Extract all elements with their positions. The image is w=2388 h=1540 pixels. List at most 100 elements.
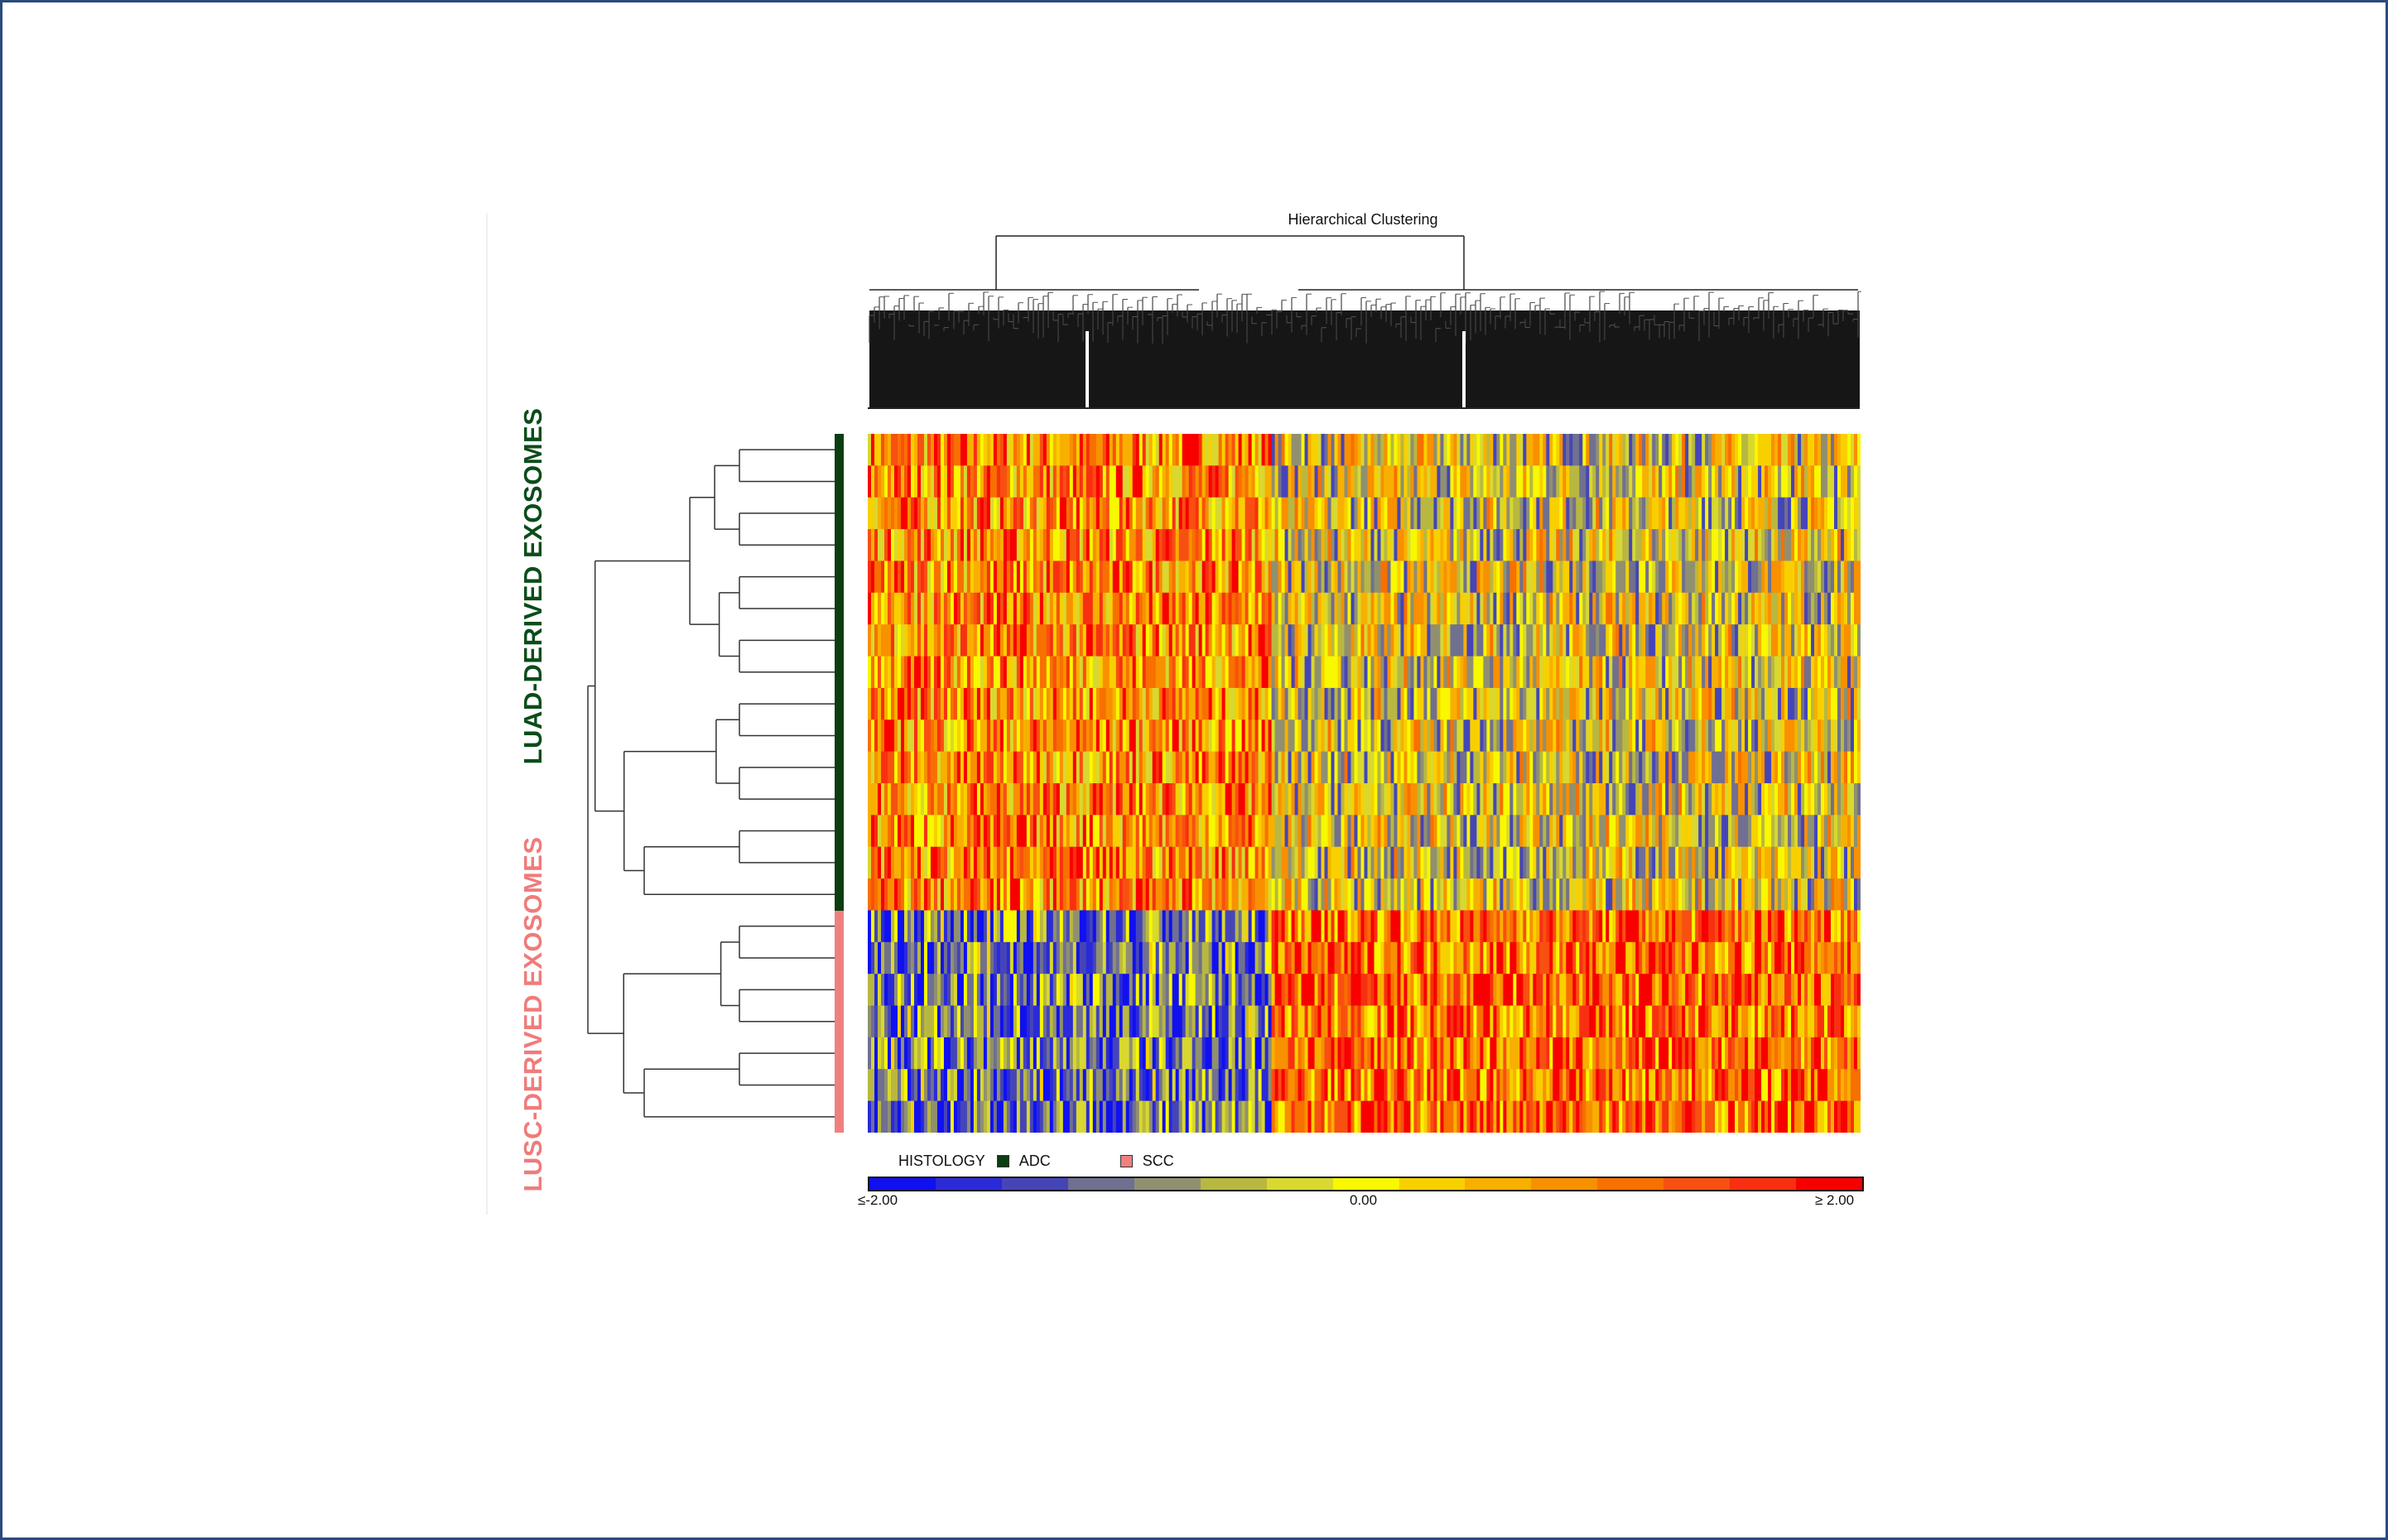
heatmap-cell — [999, 529, 1004, 562]
heatmap-cell — [1172, 529, 1177, 562]
heatmap-cell — [1185, 624, 1190, 657]
heatmap-cell — [1788, 687, 1792, 720]
heatmap-cell — [1500, 687, 1504, 720]
heatmap-cell — [1463, 592, 1467, 625]
heatmap-cell — [1341, 751, 1346, 784]
heatmap-cell — [1794, 434, 1798, 466]
heatmap-cell — [1354, 783, 1359, 816]
heatmap-cell — [1374, 783, 1379, 816]
heatmap-cell — [1178, 624, 1183, 657]
heatmap-cell — [1304, 846, 1309, 879]
heatmap-cell — [1314, 656, 1319, 689]
heatmap-cell — [960, 592, 965, 625]
heatmap-cell — [1301, 592, 1306, 625]
heatmap-cell — [1069, 497, 1074, 530]
heatmap-cell — [1056, 687, 1061, 720]
heatmap-cell — [1837, 751, 1842, 784]
column-dendrogram — [868, 235, 1861, 409]
heatmap-cell — [1841, 434, 1845, 466]
heatmap-cell — [1046, 656, 1051, 689]
heatmap-cell — [1705, 529, 1709, 562]
heatmap-cell — [1350, 751, 1355, 784]
heatmap-cell — [1354, 878, 1359, 912]
heatmap-cell — [1437, 561, 1442, 594]
heatmap-cell — [1294, 592, 1299, 625]
heatmap-cell — [1258, 592, 1263, 625]
heatmap-cell — [1132, 815, 1137, 848]
heatmap-cell — [1814, 815, 1818, 848]
heatmap-cell — [1652, 878, 1656, 912]
heatmap-cell — [1808, 878, 1812, 912]
heatmap-cell — [1079, 687, 1084, 720]
heatmap-cell — [1235, 529, 1240, 562]
heatmap-cell — [1659, 878, 1663, 912]
heatmap-cell — [1218, 687, 1223, 720]
heatmap-cell — [913, 656, 918, 689]
heatmap-cell — [1751, 465, 1755, 498]
heatmap-cell — [1586, 846, 1590, 879]
heatmap-cell — [1350, 783, 1355, 816]
heatmap-cell — [913, 465, 918, 498]
heatmap-cell — [980, 687, 985, 720]
heatmap-cell — [1367, 687, 1372, 720]
heatmap-cell — [1668, 592, 1673, 625]
heatmap-cell — [1288, 529, 1293, 562]
heatmap-cell — [1390, 465, 1395, 498]
heatmap-cell — [1480, 497, 1484, 530]
heatmap-cell — [1496, 815, 1500, 848]
heatmap-cell — [1606, 846, 1610, 879]
heatmap-cell — [1659, 592, 1663, 625]
heatmap-cell — [1347, 878, 1352, 912]
heatmap-cell — [1172, 783, 1177, 816]
heatmap-cell — [877, 624, 882, 657]
heatmap-cell — [1745, 529, 1749, 562]
heatmap-cell — [1384, 561, 1389, 594]
heatmap-cell — [1794, 687, 1798, 720]
heatmap-cell — [1844, 624, 1848, 657]
heatmap-cell — [1175, 497, 1180, 530]
heatmap-cell — [903, 783, 908, 816]
heatmap-cell — [893, 719, 898, 753]
heatmap-cell — [1668, 719, 1673, 753]
heatmap-cell — [1182, 878, 1187, 912]
heatmap-cell — [1254, 529, 1259, 562]
heatmap-cell — [1470, 846, 1474, 879]
heatmap-cell — [1682, 719, 1686, 753]
heatmap-cell — [1529, 624, 1533, 657]
heatmap-cell — [1731, 656, 1736, 689]
heatmap-cell — [1768, 719, 1772, 753]
heatmap-cell — [1155, 815, 1160, 848]
heatmap-cell — [1195, 624, 1200, 657]
heatmap-cell — [1741, 561, 1745, 594]
heatmap-cell — [1698, 878, 1702, 912]
heatmap-cell — [1195, 497, 1200, 530]
heatmap-cell — [1456, 561, 1461, 594]
heatmap-cell — [1135, 878, 1140, 912]
heatmap-cell — [1291, 878, 1296, 912]
heatmap-cell — [893, 656, 898, 689]
heatmap-cell — [1695, 878, 1699, 912]
heatmap-cell — [1804, 434, 1808, 466]
heatmap-cell — [1798, 656, 1802, 689]
heatmap-cell — [1059, 624, 1064, 657]
heatmap-cell — [1264, 592, 1269, 625]
heatmap-cell — [1099, 497, 1104, 530]
heatmap-cell — [1009, 592, 1014, 625]
heatmap-cell — [1387, 656, 1392, 689]
heatmap-cell — [1026, 878, 1031, 912]
heatmap-cell — [1417, 783, 1422, 816]
heatmap-cell — [1728, 719, 1732, 753]
heatmap-cell — [1152, 846, 1157, 879]
heatmap-cell — [1466, 687, 1471, 720]
heatmap-cell — [936, 434, 941, 466]
heatmap-cell — [1039, 656, 1044, 689]
heatmap-cell — [930, 497, 935, 530]
heatmap-cell — [1162, 561, 1167, 594]
heatmap-cell — [1668, 878, 1673, 912]
heatmap-cell — [1413, 656, 1418, 689]
heatmap-cell — [1712, 434, 1716, 466]
heatmap-cell — [1834, 719, 1838, 753]
heatmap-cell — [963, 434, 968, 466]
heatmap-cell — [1337, 497, 1342, 530]
heatmap-cell — [1500, 529, 1504, 562]
